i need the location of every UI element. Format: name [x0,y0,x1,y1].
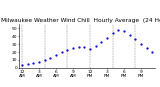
Title: Milwaukee Weather Wind Chill  Hourly Average  (24 Hours): Milwaukee Weather Wind Chill Hourly Aver… [1,18,160,23]
